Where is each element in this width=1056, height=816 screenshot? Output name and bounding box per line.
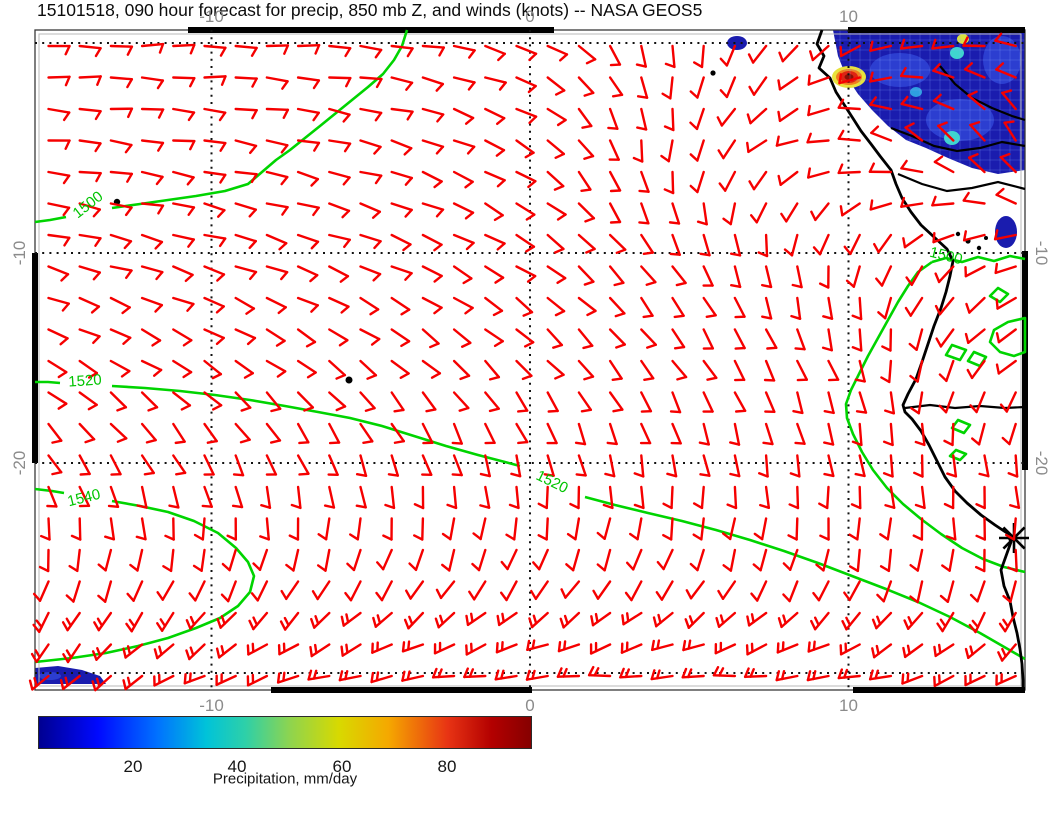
axis-tick-left-minus10: -10 (10, 240, 29, 266)
colorbar-tick-60: 60 (332, 757, 352, 776)
colorbar-tick-20: 20 (123, 757, 143, 776)
axis-tick-top-10: 10 (839, 7, 858, 26)
axis-tick-bottom-10: 10 (839, 696, 858, 715)
colorbar-tick-80: 80 (437, 757, 457, 776)
axis-tick-bottom-0: 0 (525, 696, 535, 715)
chart-title: 15101518, 090 hour forecast for precip, … (37, 0, 703, 20)
axis-tick-right-minus10: -10 (1032, 240, 1051, 266)
precipitation-colorbar (38, 716, 532, 749)
axis-tick-bottom-minus10: -10 (199, 696, 224, 715)
axis-tick-top-0: 0 (525, 7, 535, 26)
axis-tick-left-minus20: -20 (10, 450, 29, 476)
axis-tick-top-minus10: -10 (199, 7, 224, 26)
colorbar-caption: Precipitation, mm/day (212, 770, 358, 788)
axis-tick-right-minus20: -20 (1032, 450, 1051, 476)
colorbar-tick-40: 40 (227, 757, 247, 776)
contour-label-1520-left: 1520 (67, 371, 103, 391)
